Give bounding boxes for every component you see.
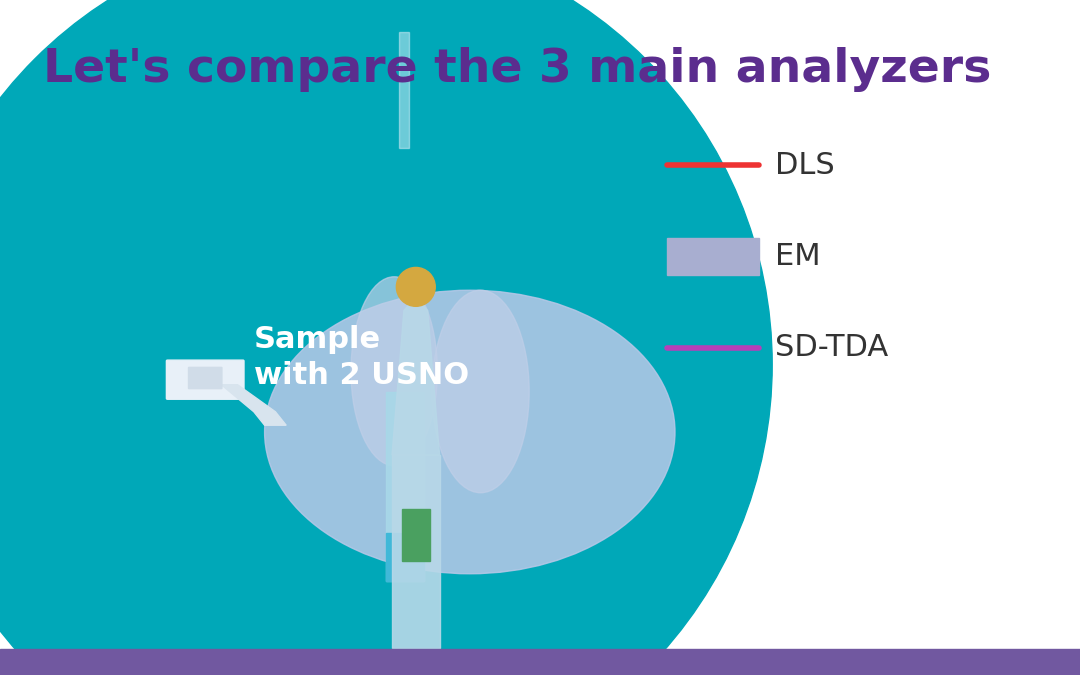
Ellipse shape [432, 290, 529, 493]
Text: SD-TDA: SD-TDA [775, 333, 889, 362]
FancyBboxPatch shape [189, 367, 221, 389]
Polygon shape [221, 385, 286, 425]
Bar [392, 455, 440, 648]
Bar [0, 649, 1080, 675]
FancyBboxPatch shape [166, 360, 244, 399]
Bar [387, 533, 423, 580]
Text: Sample
with 2 USNO: Sample with 2 USNO [254, 325, 469, 390]
Polygon shape [392, 297, 440, 455]
Text: EM: EM [775, 242, 821, 271]
Text: DLS: DLS [775, 151, 835, 180]
Ellipse shape [265, 290, 675, 574]
Circle shape [0, 0, 772, 675]
Circle shape [396, 267, 435, 306]
Bar [667, 238, 759, 275]
Text: Let's compare the 3 main analyzers: Let's compare the 3 main analyzers [43, 47, 991, 92]
Bar [387, 392, 423, 580]
Bar [402, 509, 430, 561]
Ellipse shape [351, 277, 437, 466]
Bar [400, 32, 408, 148]
